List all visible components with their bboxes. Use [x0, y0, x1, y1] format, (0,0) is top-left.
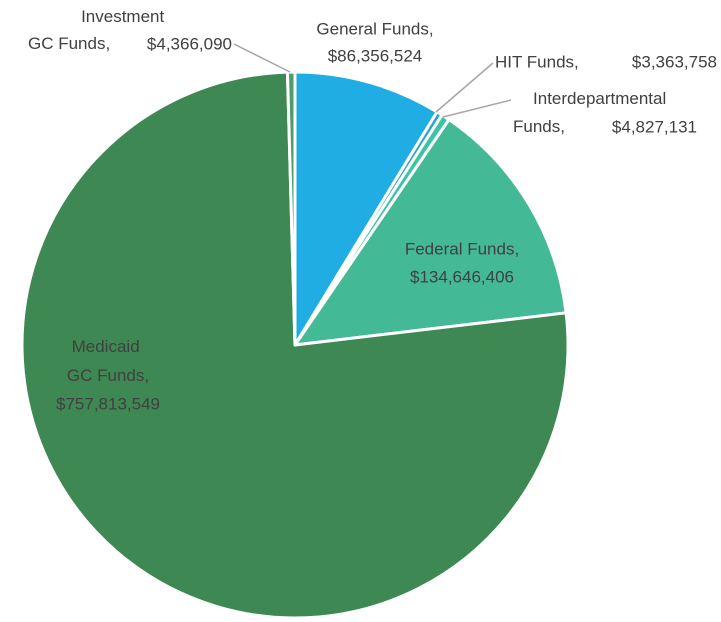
label-line: GC Funds,	[67, 366, 149, 385]
slice-label: Interdepartmental Funds,	[513, 89, 671, 136]
value-label: $86,356,524	[328, 46, 423, 65]
pie-slice	[293, 70, 439, 347]
pie-slice	[285, 70, 297, 347]
leader-line	[442, 99, 512, 118]
slice-label: HIT Funds,	[495, 52, 579, 71]
leader-line	[435, 62, 494, 113]
label-line: Medicaid	[72, 337, 145, 356]
label-line: Interdepartmental	[533, 89, 671, 108]
value-label: $134,646,406	[410, 267, 514, 286]
label-line: GC Funds,	[28, 34, 110, 53]
value-label: $3,363,758	[632, 52, 717, 71]
leader-line	[233, 43, 291, 73]
value-label: $757,813,549	[56, 394, 160, 413]
label-line: Funds,	[513, 117, 565, 136]
value-label: $4,827,131	[612, 117, 697, 136]
value-label: $4,366,090	[147, 34, 232, 53]
slice-label: Medicaid GC Funds,	[67, 337, 149, 385]
slice-label: Investment GC Funds,	[28, 7, 169, 53]
pie-slice	[293, 118, 568, 347]
slice-label: General Funds,	[316, 19, 433, 38]
label-line: Investment	[81, 7, 169, 26]
slice-label: Federal Funds,	[405, 239, 519, 258]
